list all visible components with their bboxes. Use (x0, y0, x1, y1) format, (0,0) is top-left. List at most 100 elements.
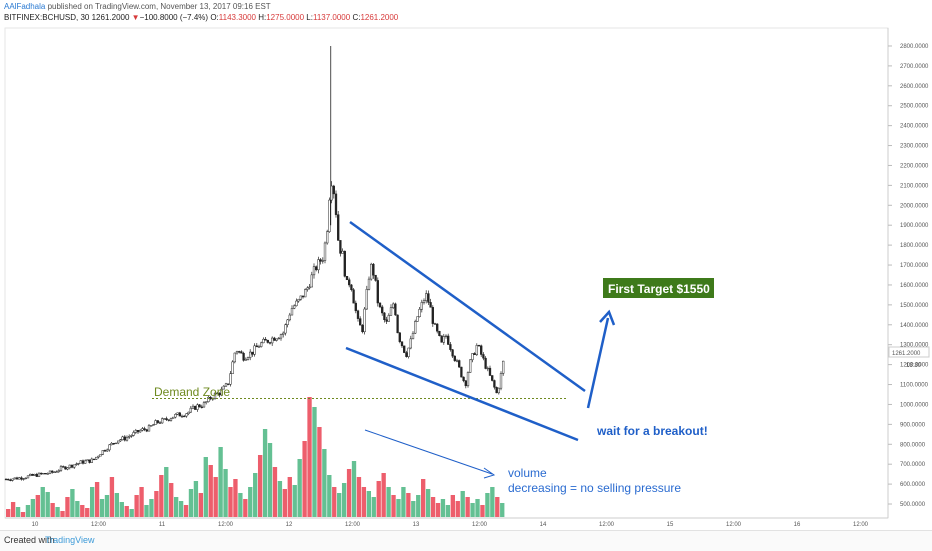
candle-body (79, 460, 82, 464)
candle-body (11, 478, 14, 481)
candle-body (59, 466, 63, 471)
candle-body (295, 300, 298, 307)
candle-body (191, 405, 195, 409)
candle-body (249, 351, 252, 358)
demand-zone-label: Demand Zone (154, 385, 230, 399)
candle-body (147, 425, 151, 432)
volume-bar (25, 505, 31, 517)
volume-bar (139, 487, 144, 517)
time-tick-label: 11 (159, 522, 166, 528)
price-tick-label: 700.0000 (900, 462, 926, 468)
volume-bar (277, 481, 283, 517)
candle-body (4, 478, 8, 481)
tradingview-logo[interactable]: TradingView (45, 535, 95, 545)
volume-bar (99, 499, 105, 517)
candle-body (132, 432, 135, 436)
candle-body (458, 360, 461, 368)
volume-bar (223, 469, 228, 517)
candle-body (343, 250, 346, 277)
candle-body (253, 345, 256, 355)
candle-body (189, 407, 192, 413)
candle-body (365, 288, 368, 310)
candle-body (405, 352, 408, 357)
candle-body (262, 338, 265, 344)
symbol-label[interactable]: BITFINEX:BCHUSD, 30 (4, 13, 90, 22)
candle-body (40, 472, 43, 475)
volume-bar (159, 475, 164, 517)
candle-body (145, 429, 148, 432)
candle-body (229, 373, 232, 385)
candle-body (471, 353, 474, 361)
candle-body (128, 436, 131, 438)
volume-bar (267, 443, 273, 517)
volume-bar (238, 493, 243, 517)
candle-body (154, 420, 157, 425)
candle-body (240, 351, 243, 354)
candle-body (422, 300, 426, 303)
candle-body (374, 274, 377, 281)
candle-body (88, 459, 91, 463)
candle-body (363, 308, 366, 333)
candle-body (53, 471, 56, 473)
candle-body (198, 404, 201, 408)
candle-body (429, 302, 432, 308)
candle-body (495, 386, 498, 394)
candle-body (95, 456, 98, 460)
volume-bar (416, 495, 421, 517)
candle-body (110, 442, 113, 446)
volume-bar (421, 479, 426, 517)
candle-body (51, 470, 54, 473)
candle-body (26, 475, 30, 479)
volume-bar (485, 493, 490, 517)
footer-bar: Created with TradingView (0, 530, 932, 551)
price-tick-label: 2200.0000 (900, 163, 929, 169)
price-chart[interactable]: 2800.0000 2700.0000 2600.0000 2500.0000 2400… (0, 0, 932, 530)
candle-body (475, 345, 478, 355)
volume-bar (60, 511, 65, 517)
candle-body (480, 345, 483, 355)
price-tick-label: 1400.0000 (900, 323, 929, 329)
volume-bar (356, 477, 362, 517)
candle-body (323, 242, 327, 261)
volume-bar (425, 489, 431, 517)
candle-body (290, 308, 294, 316)
candle-body (370, 263, 373, 280)
candle-body (150, 425, 153, 427)
volume-bar (435, 503, 441, 517)
candle-body (469, 359, 472, 373)
price-axis[interactable]: 2800.0000 2700.0000 2600.0000 2500.0000 2400… (888, 44, 929, 508)
volume-bar (203, 457, 208, 517)
time-axis[interactable]: 10 12:00 11 12:00 12 12:00 13 12:00 14 12:00 15 12:… (32, 522, 869, 528)
candle-body (293, 305, 296, 309)
candle-body (367, 278, 371, 290)
candle-body (354, 302, 357, 312)
high-value: 1275.0000 (266, 13, 305, 22)
time-tick-label: 13 (413, 522, 420, 528)
candle-body (101, 450, 104, 455)
candle-body (442, 336, 445, 343)
candle-body (156, 420, 159, 423)
volume-bar (253, 473, 258, 517)
time-tick-label: 12:00 (345, 522, 361, 528)
volume-bar (500, 503, 505, 517)
candle-body (466, 372, 470, 387)
candle-body (444, 335, 448, 338)
low-value: 1137.0000 (312, 13, 351, 22)
symbol-line: BITFINEX:BCHUSD, 30 1261.2000 ▼−100.8000… (4, 13, 398, 22)
price-tick-label: 2700.0000 (900, 64, 929, 70)
candle-body (416, 316, 419, 322)
candle-body (418, 309, 421, 318)
candle-body (117, 440, 120, 444)
candle-body (66, 467, 69, 470)
candle-body (220, 388, 223, 396)
high-label: H: (258, 13, 267, 22)
candle-body (55, 471, 58, 473)
candle-body (436, 323, 439, 332)
candle-body (44, 473, 47, 475)
candle-body (493, 380, 496, 388)
volume-bar (445, 505, 451, 517)
change-value: −100.8000 (−7.4%) (139, 13, 209, 22)
candle-body (90, 458, 93, 463)
author-link[interactable]: AAlFadhala (4, 2, 46, 11)
candle-body (350, 284, 353, 290)
